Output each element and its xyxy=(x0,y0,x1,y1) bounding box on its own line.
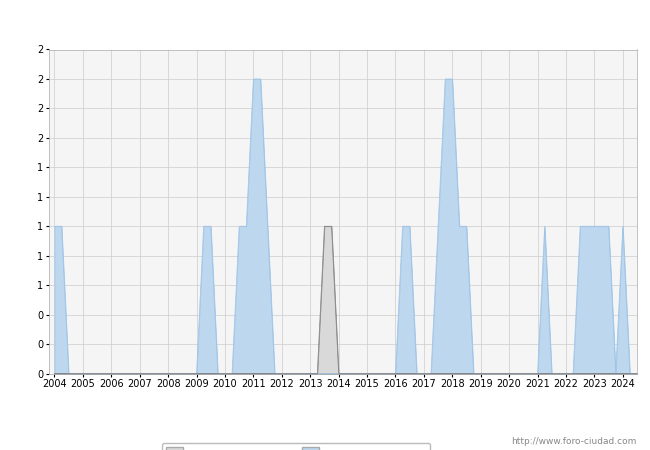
Text: http://www.foro-ciudad.com: http://www.foro-ciudad.com xyxy=(512,436,637,446)
Legend: Viviendas Nuevas, Viviendas Usadas: Viviendas Nuevas, Viviendas Usadas xyxy=(162,443,430,450)
Text: Castil de Peones - Evolucion del Nº de Transacciones Inmobiliarias: Castil de Peones - Evolucion del Nº de T… xyxy=(105,14,545,27)
